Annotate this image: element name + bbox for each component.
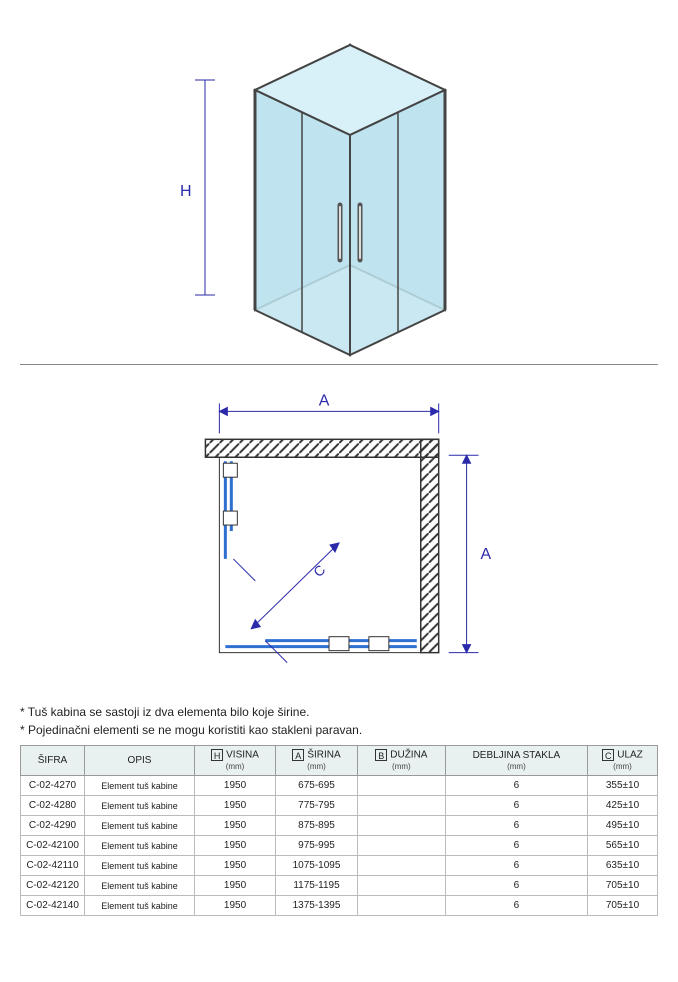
- cell-ulaz: 425±10: [588, 796, 658, 816]
- cell-opis: Element tuš kabine: [85, 796, 195, 816]
- cell-duzina: [357, 776, 445, 796]
- table-body: C-02-4270Element tuš kabine1950675-69563…: [21, 776, 658, 916]
- cell-sirina: 1075-1095: [276, 856, 358, 876]
- notes: * Tuš kabina se sastoji iz dva elementa …: [20, 703, 658, 739]
- cell-visina: 1950: [195, 896, 276, 916]
- cell-ulaz: 705±10: [588, 876, 658, 896]
- cell-opis: Element tuš kabine: [85, 836, 195, 856]
- cell-sifra: C-02-42100: [21, 836, 85, 856]
- cell-visina: 1950: [195, 836, 276, 856]
- th-opis: OPIS: [85, 746, 195, 776]
- plan-A-top-label: A: [319, 392, 330, 409]
- cell-sirina: 875-895: [276, 816, 358, 836]
- cell-ulaz: 705±10: [588, 896, 658, 916]
- cell-sirina: 675-695: [276, 776, 358, 796]
- cell-sifra: C-02-42120: [21, 876, 85, 896]
- cell-duzina: [357, 836, 445, 856]
- cell-visina: 1950: [195, 816, 276, 836]
- table-row: C-02-4280Element tuš kabine1950775-795 64…: [21, 796, 658, 816]
- note-line-1: * Tuš kabina se sastoji iz dva elementa …: [20, 703, 658, 721]
- cell-sifra: C-02-42140: [21, 896, 85, 916]
- table-header-row: ŠIFRA OPIS HVISINA(mm) AŠIRINA(mm) BDUŽI…: [21, 746, 658, 776]
- plan-diagram: A A: [20, 383, 658, 693]
- table-row: C-02-42120Element tuš kabine19501175-119…: [21, 876, 658, 896]
- plan-A-right-label: A: [481, 546, 492, 563]
- plan-svg: A A: [20, 383, 658, 693]
- table-row: C-02-42110Element tuš kabine19501075-109…: [21, 856, 658, 876]
- plan-C-label: C: [310, 562, 328, 580]
- table-row: C-02-42140Element tuš kabine19501375-139…: [21, 896, 658, 916]
- iso-H-label: H: [180, 183, 192, 200]
- cell-sifra: C-02-4280: [21, 796, 85, 816]
- th-duzina: BDUŽINA(mm): [357, 746, 445, 776]
- cell-debljina: 6: [445, 836, 587, 856]
- table-row: C-02-4290Element tuš kabine1950875-895 64…: [21, 816, 658, 836]
- cell-visina: 1950: [195, 856, 276, 876]
- cell-debljina: 6: [445, 876, 587, 896]
- cell-sirina: 975-995: [276, 836, 358, 856]
- iso-svg: H: [20, 20, 660, 360]
- cell-duzina: [357, 816, 445, 836]
- iso-diagram: H: [20, 20, 658, 360]
- th-debljina: DEBLJINA STAKLA(mm): [445, 746, 587, 776]
- cell-visina: 1950: [195, 776, 276, 796]
- section-divider: [20, 364, 658, 365]
- cell-debljina: 6: [445, 776, 587, 796]
- cell-visina: 1950: [195, 796, 276, 816]
- th-visina: HVISINA(mm): [195, 746, 276, 776]
- table-row: C-02-4270Element tuš kabine1950675-695 63…: [21, 776, 658, 796]
- cell-ulaz: 355±10: [588, 776, 658, 796]
- cell-sifra: C-02-42110: [21, 856, 85, 876]
- cell-visina: 1950: [195, 876, 276, 896]
- th-sifra: ŠIFRA: [21, 746, 85, 776]
- cell-ulaz: 635±10: [588, 856, 658, 876]
- cell-opis: Element tuš kabine: [85, 816, 195, 836]
- cell-debljina: 6: [445, 896, 587, 916]
- cell-duzina: [357, 896, 445, 916]
- cell-ulaz: 565±10: [588, 836, 658, 856]
- cell-sirina: 1375-1395: [276, 896, 358, 916]
- cell-sirina: 775-795: [276, 796, 358, 816]
- th-sirina: AŠIRINA(mm): [276, 746, 358, 776]
- th-ulaz: CULAZ(mm): [588, 746, 658, 776]
- cell-debljina: 6: [445, 816, 587, 836]
- note-line-2: * Pojedinačni elementi se ne mogu korist…: [20, 721, 658, 739]
- cell-opis: Element tuš kabine: [85, 876, 195, 896]
- cell-duzina: [357, 876, 445, 896]
- cell-duzina: [357, 796, 445, 816]
- table-row: C-02-42100Element tuš kabine1950975-995 6…: [21, 836, 658, 856]
- cell-duzina: [357, 856, 445, 876]
- cell-opis: Element tuš kabine: [85, 896, 195, 916]
- cell-ulaz: 495±10: [588, 816, 658, 836]
- cell-sifra: C-02-4290: [21, 816, 85, 836]
- spec-table: ŠIFRA OPIS HVISINA(mm) AŠIRINA(mm) BDUŽI…: [20, 745, 658, 916]
- cell-opis: Element tuš kabine: [85, 856, 195, 876]
- cell-sifra: C-02-4270: [21, 776, 85, 796]
- cell-debljina: 6: [445, 796, 587, 816]
- cell-debljina: 6: [445, 856, 587, 876]
- cell-sirina: 1175-1195: [276, 876, 358, 896]
- cell-opis: Element tuš kabine: [85, 776, 195, 796]
